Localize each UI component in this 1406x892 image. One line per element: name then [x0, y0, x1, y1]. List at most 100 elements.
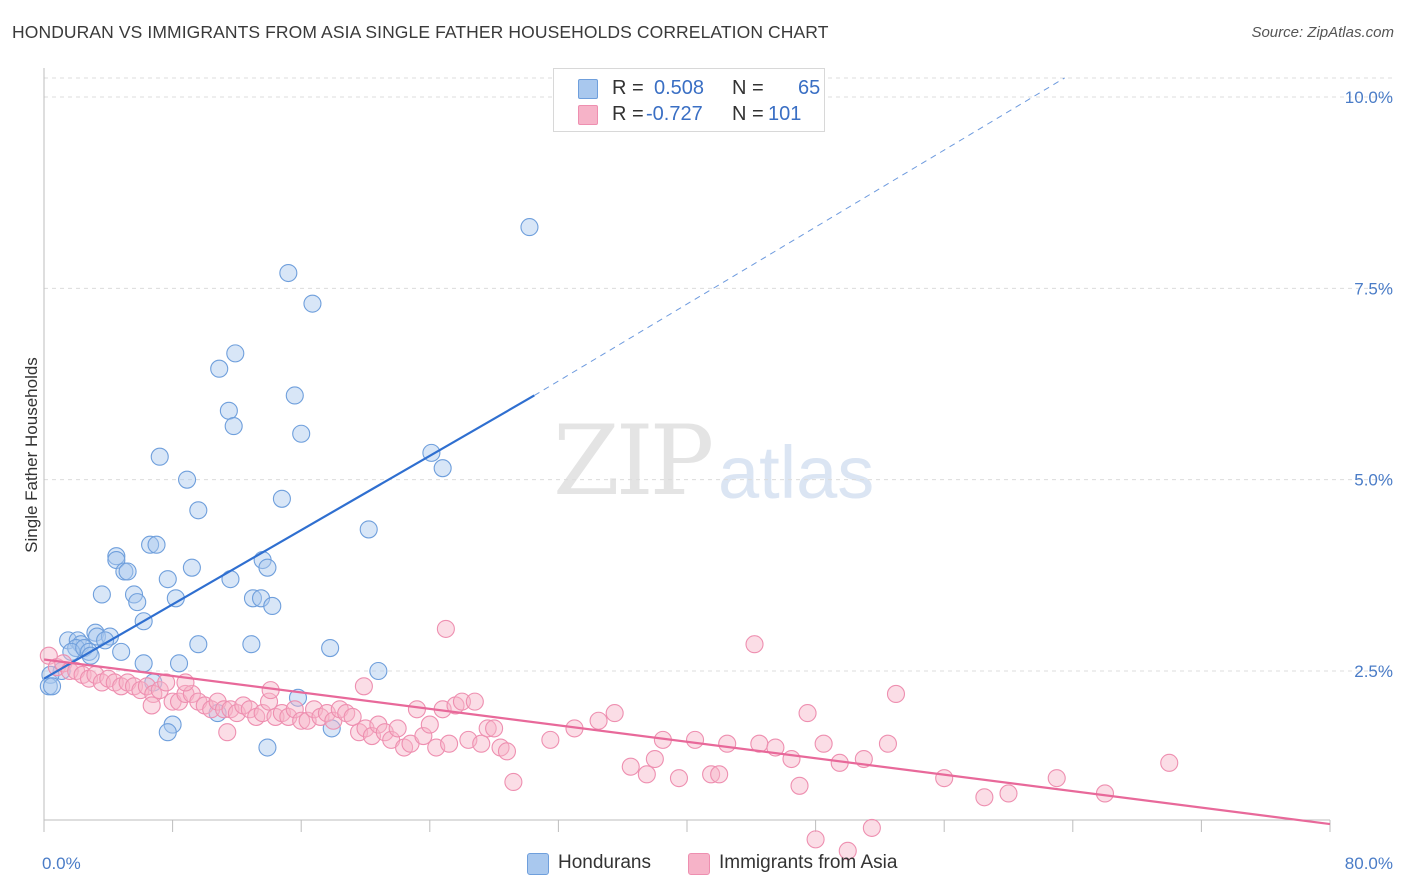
point-asia [343, 707, 362, 726]
point-asia [975, 788, 994, 807]
point-hondurans [128, 593, 147, 612]
point-hondurans [224, 417, 243, 436]
point-asia [440, 734, 459, 753]
point-asia [407, 700, 426, 719]
point-asia [999, 784, 1018, 803]
point-hondurans [189, 635, 208, 654]
point-hondurans [158, 723, 177, 742]
point-asia [782, 749, 801, 769]
legend-r-label: R = [612, 103, 644, 125]
point-hondurans [285, 386, 304, 405]
point-asia [710, 765, 729, 784]
point-hondurans [321, 638, 340, 658]
point-hondurans [219, 401, 238, 420]
point-asia [150, 681, 169, 700]
correlation-legend: R = 0.508 N = 65 R = -0.727 N = 101 [553, 68, 825, 132]
point-hondurans [279, 263, 298, 283]
point-asia [465, 692, 484, 711]
legend-r-label: R = [612, 77, 644, 99]
point-hondurans [141, 535, 160, 554]
bottom-legend-swatch-asia [688, 853, 710, 875]
legend-swatch-hondurans [578, 79, 598, 99]
chart-title: HONDURAN VS IMMIGRANTS FROM ASIA SINGLE … [12, 22, 829, 42]
point-hondurans [42, 677, 62, 696]
point-hondurans [112, 642, 131, 661]
point-asia [452, 692, 472, 711]
point-hondurans [107, 547, 126, 566]
point-hondurans [118, 562, 137, 581]
bottom-legend-label: Hondurans [558, 852, 651, 873]
point-asia [862, 818, 881, 837]
bottom-legend-label: Immigrants from Asia [719, 852, 898, 873]
point-asia [541, 730, 560, 749]
legend-r-value: 0.508 [654, 77, 705, 99]
point-asia [669, 769, 689, 788]
point-asia [354, 677, 373, 696]
point-hondurans [226, 344, 245, 363]
point-hondurans [369, 661, 388, 681]
legend-n-label: N = [732, 103, 764, 125]
point-asia [935, 769, 954, 788]
point-asia [182, 684, 201, 704]
point-hondurans [292, 424, 311, 443]
legend-swatch-asia [578, 105, 598, 125]
point-hondurans [258, 558, 277, 577]
point-asia [605, 704, 624, 723]
point-asia [292, 711, 311, 730]
legend-n-value: 101 [768, 103, 802, 125]
y-tick-label: 2.5% [1354, 662, 1393, 681]
point-hondurans [92, 585, 111, 604]
trendline-hondurans [43, 394, 535, 680]
point-asia [478, 719, 497, 738]
point-asia [497, 742, 517, 761]
point-hondurans [258, 738, 277, 757]
point-asia [259, 692, 279, 711]
point-hondurans [134, 654, 153, 673]
point-asia [420, 715, 439, 734]
point-asia [838, 841, 857, 860]
x-tick-label: 80.0% [1345, 854, 1393, 873]
point-hondurans [272, 489, 291, 508]
point-hondurans [242, 635, 261, 654]
point-asia [878, 734, 897, 753]
point-asia [886, 684, 906, 704]
point-hondurans [263, 596, 282, 615]
point-asia [790, 776, 809, 795]
point-hondurans [210, 359, 229, 378]
point-asia [645, 749, 664, 769]
y-tick-label: 10.0% [1345, 88, 1393, 107]
point-asia [285, 700, 304, 719]
legend-r-value: -0.727 [646, 103, 703, 125]
point-hondurans [158, 570, 177, 589]
point-asia [814, 734, 833, 753]
legend-n-label: N = [732, 77, 764, 99]
point-asia [637, 765, 656, 784]
point-asia [157, 673, 176, 692]
point-hondurans [147, 535, 166, 554]
point-hondurans [178, 470, 197, 489]
point-hondurans [169, 654, 189, 673]
point-asia [388, 719, 407, 738]
point-hondurans [520, 218, 539, 237]
legend-n-value: 65 [798, 77, 821, 99]
point-asia [798, 704, 817, 723]
point-asia [485, 719, 504, 738]
point-hondurans [433, 459, 452, 478]
point-hondurans [189, 501, 208, 520]
point-asia [589, 711, 608, 730]
watermark-zip: ZIP [553, 405, 714, 517]
point-asia [369, 715, 388, 734]
point-asia [621, 757, 640, 776]
trendline-asia [43, 658, 1331, 826]
watermark-atlas: atlas [718, 431, 875, 514]
trendline-hondurans-extension [534, 77, 1066, 396]
point-hondurans [303, 294, 322, 313]
point-asia [472, 734, 491, 753]
point-asia [202, 700, 221, 719]
bottom-legend-swatch-hondurans [527, 853, 549, 875]
point-asia [745, 635, 764, 654]
point-hondurans [359, 520, 378, 539]
point-asia [414, 727, 433, 746]
point-hondurans [150, 447, 169, 466]
